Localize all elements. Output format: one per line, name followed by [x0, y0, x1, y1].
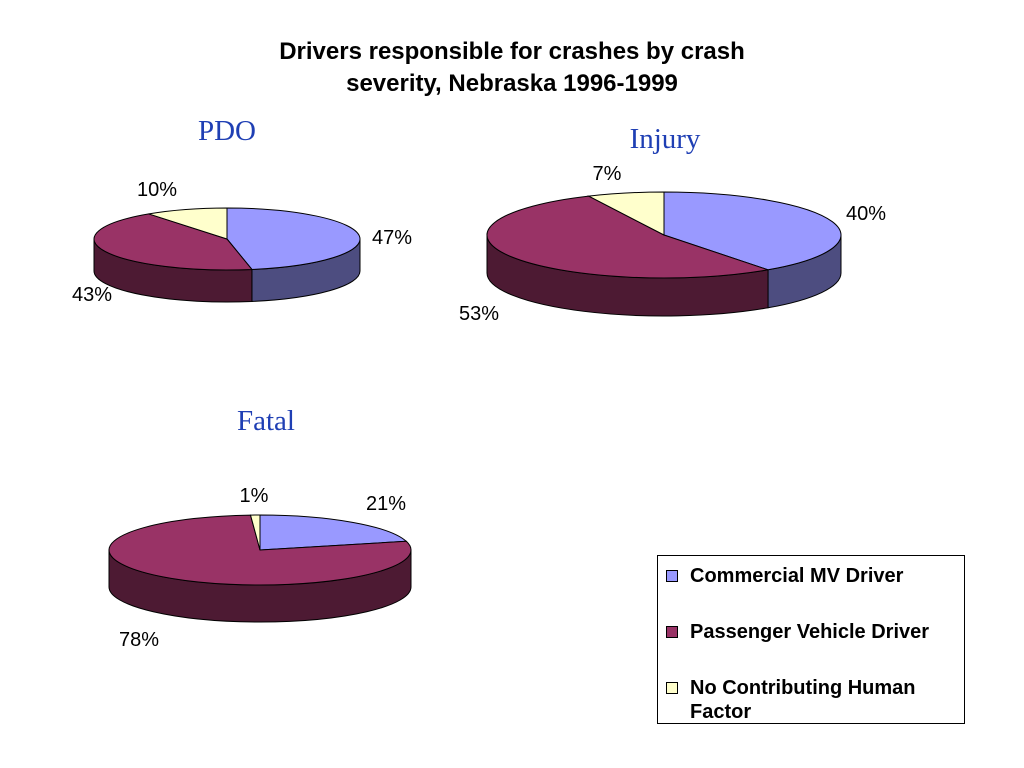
pie-title-fatal: Fatal: [237, 405, 295, 437]
chart-title: Drivers responsible for crashes by crash…: [0, 36, 1024, 100]
legend-swatch-passenger: [666, 626, 678, 638]
chart-title-line-2: severity, Nebraska 1996-1999: [346, 70, 678, 97]
legend-swatch-no-factor: [666, 682, 678, 694]
pie-slice-injury-passenger: [486, 195, 769, 279]
pct-label-fatal-passenger: 78%: [119, 629, 159, 651]
pct-label-pdo-passenger: 43%: [72, 284, 112, 306]
pie-slice-injury-no-factor: [586, 191, 665, 236]
legend-label-commercial: Commercial MV Driver: [690, 565, 904, 587]
pie-chart-fatal: Fatal 21% 78% 1%: [108, 405, 412, 651]
pct-label-pdo-commercial: 47%: [372, 227, 412, 249]
pie-slice-pdo-commercial: [226, 207, 361, 270]
legend: Commercial MV Driver Passenger Vehicle D…: [657, 555, 965, 724]
pct-label-pdo-no-factor: 10%: [137, 179, 177, 201]
pie-title-injury: Injury: [630, 123, 701, 155]
pct-label-injury-passenger: 53%: [459, 303, 499, 325]
pct-label-injury-no-factor: 7%: [593, 163, 622, 185]
pct-label-fatal-no-factor: 1%: [240, 485, 269, 507]
pie-title-pdo: PDO: [198, 115, 256, 147]
legend-label-passenger: Passenger Vehicle Driver: [690, 621, 930, 643]
pct-label-fatal-commercial: 21%: [366, 493, 406, 515]
legend-label-no-factor: No Contributing Human Factor: [690, 677, 916, 723]
pie-slice-pdo-no-factor: [148, 207, 228, 240]
pie-slice-fatal-no-factor: [249, 514, 261, 551]
legend-swatch-commercial: [666, 570, 678, 582]
pie-slice-injury-commercial: [663, 191, 842, 271]
pct-label-injury-commercial: 40%: [846, 203, 886, 225]
chart-title-line-1: Drivers responsible for crashes by crash: [279, 38, 745, 65]
pie-slice-fatal-commercial: [259, 514, 408, 551]
pie-slice-pdo-passenger: [93, 213, 253, 271]
pie-chart-pdo: PDO 47% 43% 10%: [72, 115, 412, 306]
pie-chart-injury: Injury 40% 53% 7%: [459, 123, 886, 325]
